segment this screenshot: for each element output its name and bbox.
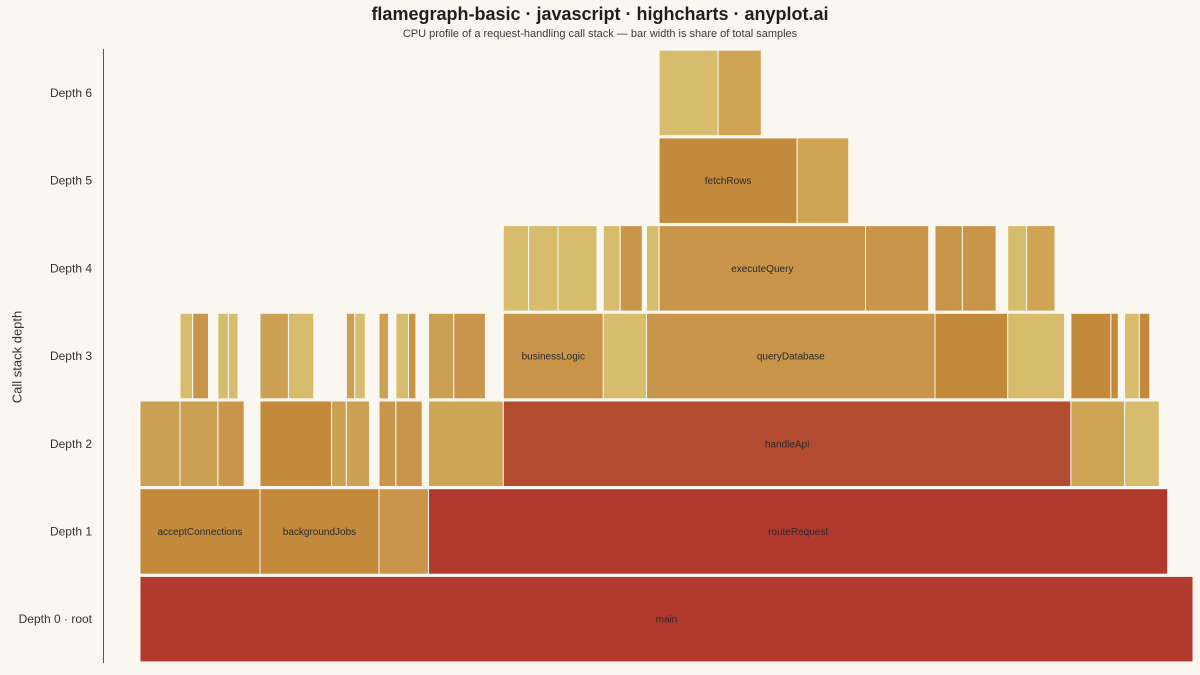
frame-label: businessLogic <box>522 352 585 363</box>
flame-frame[interactable] <box>1124 400 1160 487</box>
chart-title: flamegraph-basic · javascript · highchar… <box>371 4 829 24</box>
flame-frames: main acceptConnections backgroundJobs route… <box>139 49 1194 663</box>
flame-frame[interactable] <box>395 400 423 487</box>
flame-frame[interactable] <box>646 312 936 400</box>
flame-frame[interactable] <box>179 400 219 487</box>
flame-frame[interactable] <box>345 400 371 487</box>
flame-frame[interactable] <box>865 225 930 312</box>
y-tick-label: Depth 5 <box>50 174 92 188</box>
flame-frame[interactable] <box>1138 312 1151 400</box>
flame-frame[interactable] <box>228 312 239 400</box>
frame-label: executeQuery <box>731 264 793 275</box>
flame-frame[interactable] <box>192 312 209 400</box>
flame-frame[interactable] <box>619 225 643 312</box>
frame-label: handleApi <box>765 439 809 450</box>
flame-frame[interactable] <box>408 312 417 400</box>
flame-frame[interactable] <box>1007 225 1028 312</box>
flame-frame[interactable] <box>428 312 455 400</box>
flame-frame[interactable] <box>139 488 261 575</box>
flame-frame[interactable] <box>139 400 181 487</box>
flame-frame[interactable] <box>658 49 719 137</box>
flame-frame[interactable] <box>378 488 429 575</box>
frame-label: routeRequest <box>768 527 828 538</box>
flame-frame[interactable] <box>1026 225 1056 312</box>
flame-frame[interactable] <box>259 400 333 487</box>
flame-frame[interactable] <box>288 312 315 400</box>
y-tick-label: Depth 3 <box>50 349 92 363</box>
flame-frame[interactable] <box>502 225 530 312</box>
frame-label: queryDatabase <box>757 352 825 363</box>
flame-frame[interactable] <box>934 225 963 312</box>
chart-subtitle: CPU profile of a request-handling call s… <box>402 28 798 40</box>
y-tick-label: Depth 4 <box>50 261 92 275</box>
flame-frame[interactable] <box>354 312 366 400</box>
flame-frame[interactable] <box>217 400 245 487</box>
y-tick-label: Depth 1 <box>50 524 92 538</box>
flame-frame[interactable] <box>1007 312 1066 400</box>
flame-frame[interactable] <box>717 49 762 137</box>
flame-frame[interactable] <box>502 312 604 400</box>
flame-frame[interactable] <box>259 312 289 400</box>
y-axis-labels: Depth 0 · root Depth 1 Depth 2 Depth 3 Depth… <box>19 86 93 626</box>
flame-frame[interactable] <box>796 137 850 224</box>
flame-frame[interactable] <box>179 312 194 400</box>
flame-frame[interactable] <box>658 137 798 224</box>
flame-frame[interactable] <box>453 312 486 400</box>
frame-label: backgroundJobs <box>283 527 356 538</box>
flame-frame[interactable] <box>378 312 389 400</box>
flame-frame[interactable] <box>602 225 621 312</box>
flame-frame[interactable] <box>1110 312 1119 400</box>
frame-label: acceptConnections <box>157 527 242 538</box>
y-tick-label: Depth 6 <box>50 86 92 100</box>
y-tick-label: Depth 2 <box>50 437 92 451</box>
flame-frame[interactable] <box>345 312 356 400</box>
flame-frame[interactable] <box>217 312 229 400</box>
flame-frame[interactable] <box>428 488 1169 575</box>
frame-label: main <box>656 615 678 626</box>
flame-frame[interactable] <box>1124 312 1140 400</box>
flame-frame[interactable] <box>331 400 347 487</box>
flame-frame[interactable] <box>602 312 647 400</box>
flame-frame[interactable] <box>428 400 504 487</box>
flame-frame[interactable] <box>557 225 598 312</box>
flame-frame[interactable] <box>934 312 1009 400</box>
frame-label: fetchRows <box>705 176 752 187</box>
flame-frame[interactable] <box>395 312 409 400</box>
flame-frame[interactable] <box>961 225 997 312</box>
y-tick-label: Depth 0 · root <box>19 612 93 626</box>
flame-frame[interactable] <box>259 488 380 575</box>
flame-frame[interactable] <box>1070 312 1112 400</box>
flame-frame[interactable] <box>528 225 559 312</box>
flame-frame[interactable] <box>646 225 660 312</box>
flame-frame[interactable] <box>1070 400 1126 487</box>
flame-frame[interactable] <box>139 575 1194 663</box>
flame-frame[interactable] <box>378 400 397 487</box>
flame-frame[interactable] <box>658 225 866 312</box>
flame-frame[interactable] <box>502 400 1072 487</box>
